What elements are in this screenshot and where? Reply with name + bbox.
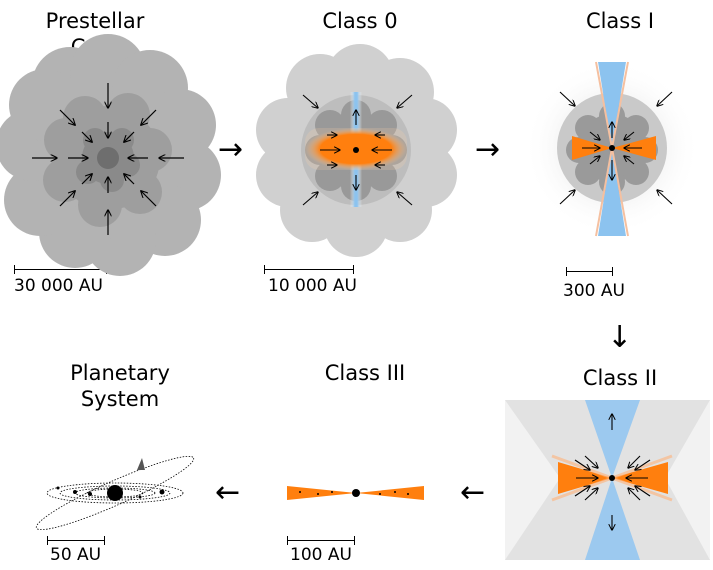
prestellar-envelope bbox=[0, 34, 221, 276]
class-2-arrows bbox=[574, 414, 651, 530]
flow-arrow-right-1: → bbox=[218, 132, 244, 167]
scale-label-class-3: 100 AU bbox=[290, 545, 352, 565]
stage-title-class-2: Class II bbox=[582, 366, 658, 390]
planetary-system-planets bbox=[56, 486, 165, 499]
stage-title-planetary-system: Planetary System bbox=[70, 361, 170, 411]
class-1-arrows bbox=[559, 91, 673, 205]
prestellar-infall-arrows bbox=[32, 83, 184, 235]
class-1-protostar bbox=[609, 145, 615, 151]
flow-arrow-left-2: ← bbox=[215, 475, 241, 510]
class-0-infall-arrows bbox=[302, 94, 413, 206]
stage-title-class-3: Class III bbox=[324, 361, 406, 385]
scalebar-class-3 bbox=[287, 536, 355, 545]
scale-label-prestellar: 30 000 AU bbox=[14, 276, 103, 296]
flow-arrow-left-1: ← bbox=[460, 475, 486, 510]
class-3-planetesimals bbox=[299, 491, 409, 495]
scalebar-class-1 bbox=[566, 267, 613, 276]
class-2-protostar bbox=[609, 475, 615, 481]
flow-arrow-down: ↓ bbox=[607, 320, 633, 355]
class-0-protostar bbox=[353, 147, 359, 153]
class-3-star bbox=[352, 489, 360, 497]
scale-label-planetary: 50 AU bbox=[50, 545, 102, 565]
stage-title-class-1: Class I bbox=[585, 9, 655, 33]
scale-label-class-0: 10 000 AU bbox=[268, 276, 357, 296]
comet-icon bbox=[137, 458, 145, 470]
scale-label-class-1: 300 AU bbox=[563, 281, 625, 301]
scalebar-class-0 bbox=[264, 265, 354, 274]
scalebar-planetary bbox=[47, 536, 105, 545]
stage-title-class-0: Class 0 bbox=[322, 9, 398, 33]
planetary-system-star bbox=[107, 485, 123, 501]
flow-arrow-right-2: → bbox=[475, 132, 501, 167]
class-2-envelope bbox=[505, 400, 710, 560]
